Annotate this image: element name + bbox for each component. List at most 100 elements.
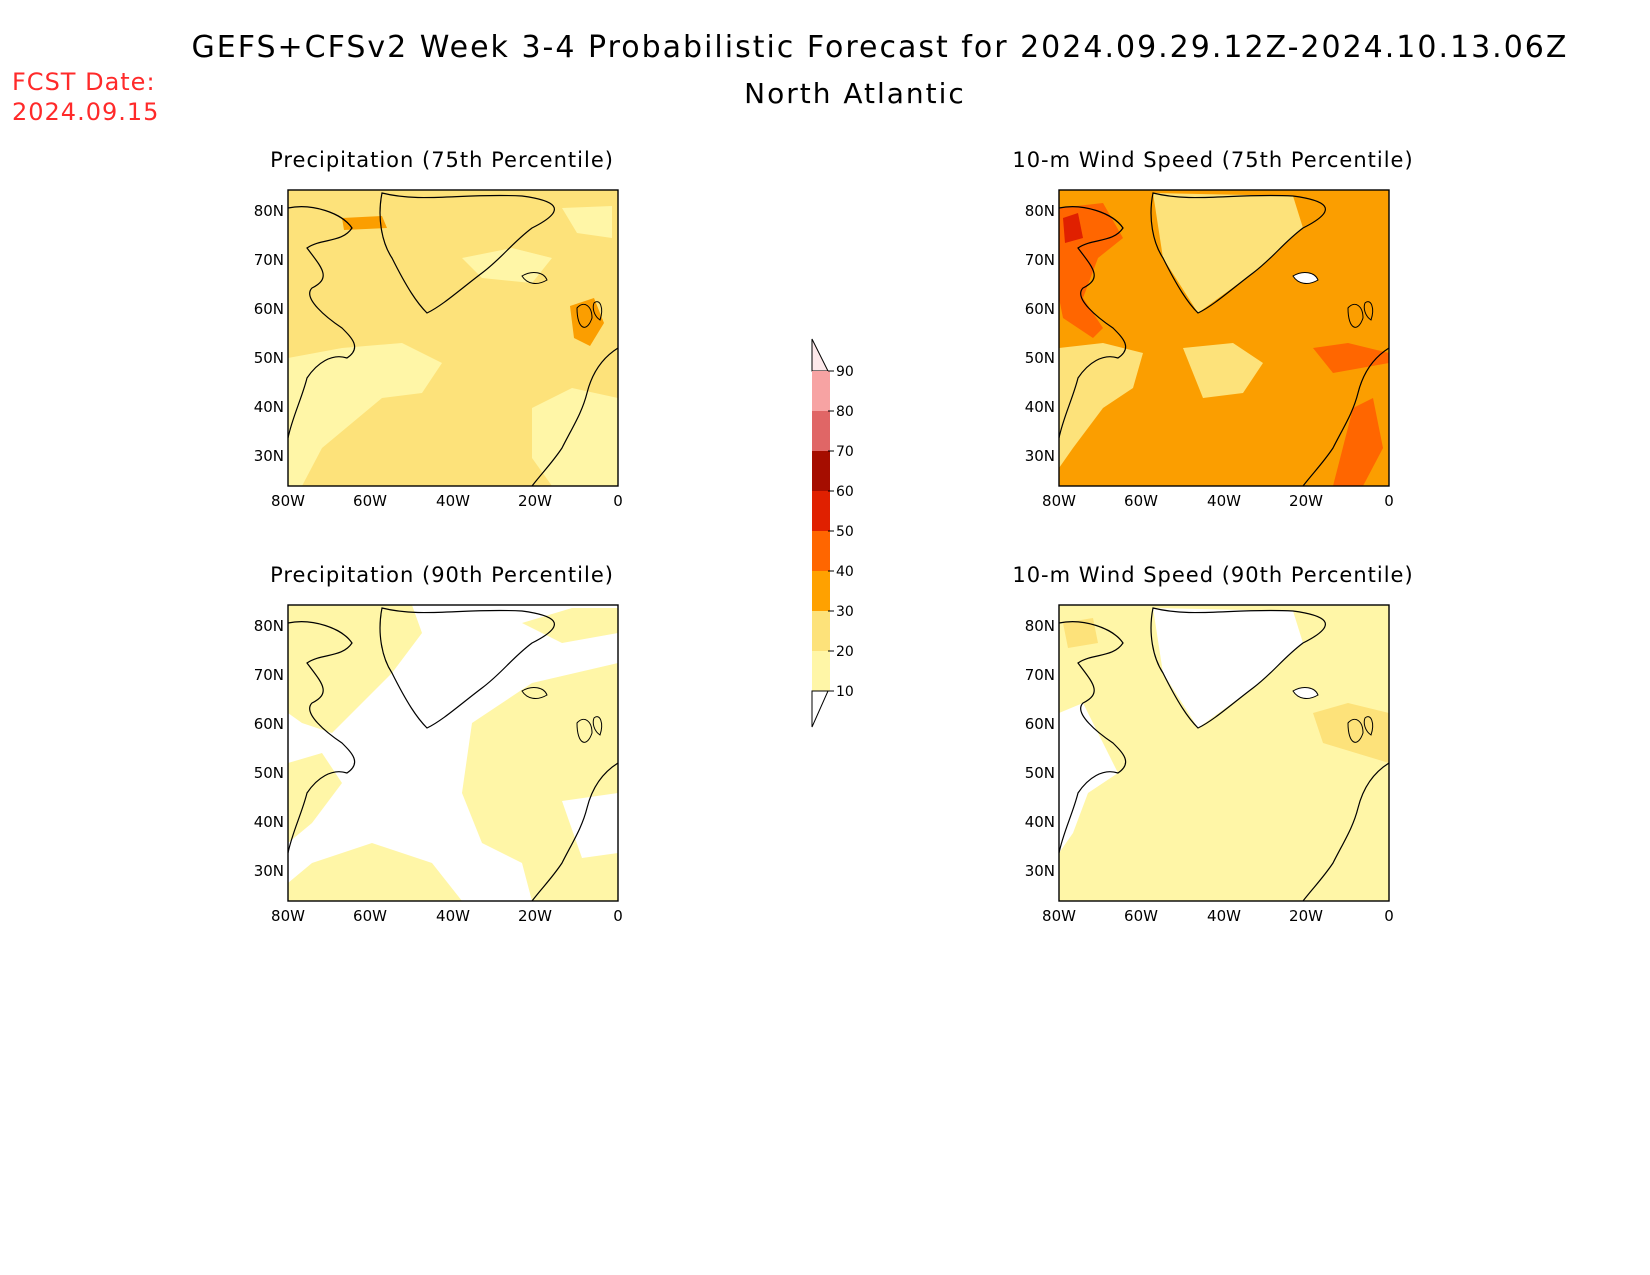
map-wind-90th: 80N 70N 60N 50N 40N 30N 80W 60W 40W 20W … — [1025, 604, 1394, 923]
lat-label: 40N — [254, 813, 284, 831]
lon-label: 0 — [1384, 492, 1394, 508]
greenland-coastline — [379, 192, 556, 314]
panel-wind-90th: 10-m Wind Speed (90th Percentile) 80N 70… — [1003, 563, 1423, 963]
lat-label: 60N — [1025, 715, 1055, 733]
lat-label: 60N — [1025, 300, 1055, 318]
lat-label: 70N — [254, 251, 284, 269]
contour-10-20 — [288, 753, 342, 843]
north-america-coastline — [287, 621, 356, 854]
map-precip-75th: 80N 70N 60N 50N 40N 30N 80W 60W 40W 20W … — [254, 189, 623, 508]
colorbar-top-cap — [811, 338, 829, 372]
colorbar-label: 20 — [836, 644, 854, 660]
lat-label: 60N — [254, 300, 284, 318]
map-frame — [287, 604, 619, 902]
europe-africa-coastline — [1302, 762, 1390, 902]
main-title: GEFS+CFSv2 Week 3-4 Probabilistic Foreca… — [191, 30, 1569, 65]
contour-40-50 — [1333, 398, 1383, 486]
colorbar-label: 60 — [836, 484, 854, 500]
greenland-coastline — [379, 607, 556, 729]
lon-label: 40W — [436, 492, 470, 508]
contour-20-30 — [1063, 618, 1098, 648]
lat-label: 30N — [254, 862, 284, 880]
contour-10-20 — [562, 206, 612, 238]
panel-precip-90th: Precipitation (90th Percentile) 80N 70N … — [232, 563, 652, 963]
iceland-coastline — [521, 687, 548, 699]
panel-wind-75th: 10-m Wind Speed (75th Percentile) 80N 70… — [1003, 148, 1423, 548]
panel-title: 10-m Wind Speed (90th Percentile) — [1012, 563, 1414, 587]
lon-label: 20W — [518, 907, 552, 923]
lat-label: 60N — [254, 715, 284, 733]
lon-label: 0 — [1384, 907, 1394, 923]
lat-label: 40N — [1025, 813, 1055, 831]
colorbar-swatch — [812, 571, 830, 611]
iceland-coastline — [1292, 272, 1319, 284]
lat-label: 70N — [254, 666, 284, 684]
lat-label: 50N — [1025, 764, 1055, 782]
iceland-coastline — [1292, 687, 1319, 699]
colorbar-swatch — [812, 411, 830, 451]
colorbar-label: 90 — [836, 364, 854, 380]
lon-label: 40W — [1207, 492, 1241, 508]
lat-label: 40N — [254, 398, 284, 416]
colorbar-bottom-cap — [811, 690, 829, 728]
lon-label: 0 — [613, 492, 623, 508]
lat-label: 30N — [254, 447, 284, 465]
map-wind-75th: 80N 70N 60N 50N 40N 30N 80W 60W 40W 20W … — [1025, 189, 1394, 508]
contour-30-40 — [342, 216, 387, 230]
contour-10-20 — [532, 388, 618, 486]
lat-label: 80N — [254, 617, 284, 635]
map-precip-90th: 80N 70N 60N 50N 40N 30N 80W 60W 40W 20W … — [254, 604, 623, 923]
colorbar-label: 50 — [836, 524, 854, 540]
lon-label: 80W — [1042, 907, 1076, 923]
map-frame — [287, 189, 619, 487]
colorbar-swatch — [812, 611, 830, 651]
europe-africa-coastline — [531, 347, 619, 487]
colorbar-swatch — [812, 651, 830, 691]
panel-precip-75th: Precipitation (75th Percentile) 80N 70N … — [232, 148, 652, 548]
british-isles-coastline — [576, 716, 603, 743]
north-america-coastline — [1058, 621, 1127, 854]
lon-label: 20W — [1289, 907, 1323, 923]
lat-label: 70N — [1025, 666, 1055, 684]
british-isles-coastline — [1347, 301, 1374, 328]
lat-label: 30N — [1025, 447, 1055, 465]
colorbar-swatch — [812, 371, 830, 411]
north-america-coastline — [287, 206, 356, 439]
lon-label: 0 — [613, 907, 623, 923]
lat-label: 80N — [254, 202, 284, 220]
lon-label: 80W — [1042, 492, 1076, 508]
forecast-date-value: 2024.09.15 — [12, 98, 160, 126]
contour-10-20 — [288, 343, 442, 486]
greenland-coastline — [1150, 607, 1326, 729]
lat-label: 80N — [1025, 202, 1055, 220]
british-isles-coastline — [1347, 716, 1374, 743]
lon-label: 20W — [518, 492, 552, 508]
map-frame — [1058, 189, 1390, 487]
lon-label: 40W — [436, 907, 470, 923]
lat-label: 30N — [1025, 862, 1055, 880]
lon-label: 60W — [353, 907, 387, 923]
panel-title: Precipitation (90th Percentile) — [270, 563, 614, 587]
contour-10-20 — [288, 843, 462, 901]
iceland-coastline — [521, 272, 548, 284]
lat-label: 40N — [1025, 398, 1055, 416]
contour-10-20 — [288, 605, 422, 733]
map-frame — [1058, 604, 1390, 902]
colorbar-swatch — [812, 491, 830, 531]
lon-label: 80W — [271, 492, 305, 508]
lon-label: 20W — [1289, 492, 1323, 508]
contour-20-30 — [1153, 193, 1303, 313]
lat-label: 50N — [254, 349, 284, 367]
contour-20-30 — [1183, 343, 1263, 398]
colorbar-label: 40 — [836, 564, 854, 580]
lon-label: 60W — [1124, 907, 1158, 923]
colorbar-label: 30 — [836, 604, 854, 620]
colorbar: 90 80 70 60 50 40 30 20 10 — [811, 338, 854, 728]
contour-50-60 — [1063, 213, 1083, 243]
colorbar-label: 70 — [836, 444, 854, 460]
lat-label: 80N — [1025, 617, 1055, 635]
lat-label: 70N — [1025, 251, 1055, 269]
panel-title: 10-m Wind Speed (75th Percentile) — [1012, 148, 1414, 172]
no-fill-region — [1059, 703, 1118, 853]
lat-label: 50N — [254, 764, 284, 782]
